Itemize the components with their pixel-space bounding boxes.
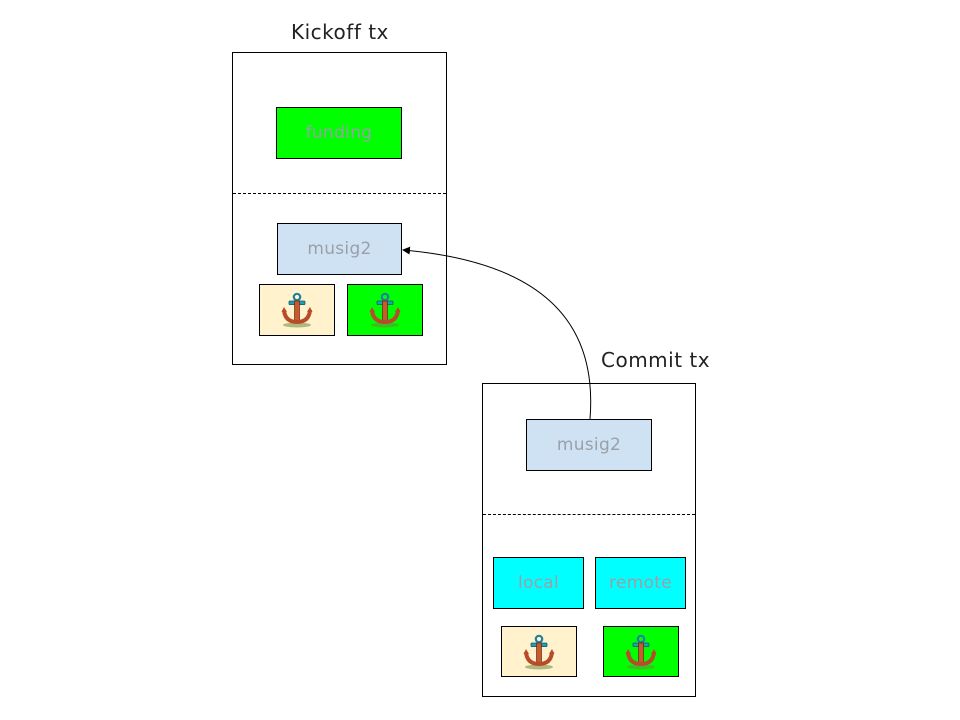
commit-tx-title: Commit tx [601, 348, 711, 372]
kickoff-tx-title: Kickoff tx [291, 20, 389, 44]
commit-local-output: local [493, 557, 584, 609]
kickoff-musig2-input: musig2 [277, 223, 402, 275]
commit-tx-box: musig2 local remote [482, 383, 696, 697]
kickoff-funding-output: funding [276, 107, 402, 159]
kickoff-divider [233, 193, 446, 194]
commit-musig2-input: musig2 [526, 419, 652, 471]
commit-anchor-cream [501, 626, 577, 677]
kickoff-anchor-cream [259, 284, 335, 336]
anchor-icon [523, 634, 555, 669]
anchor-icon [369, 292, 401, 328]
anchor-icon [625, 634, 657, 669]
commit-anchor-green [603, 626, 679, 677]
kickoff-anchor-green [347, 284, 423, 336]
anchor-icon [281, 292, 313, 328]
commit-remote-output: remote [595, 557, 686, 609]
kickoff-tx-box: funding musig2 [232, 52, 447, 365]
commit-divider [483, 514, 695, 515]
